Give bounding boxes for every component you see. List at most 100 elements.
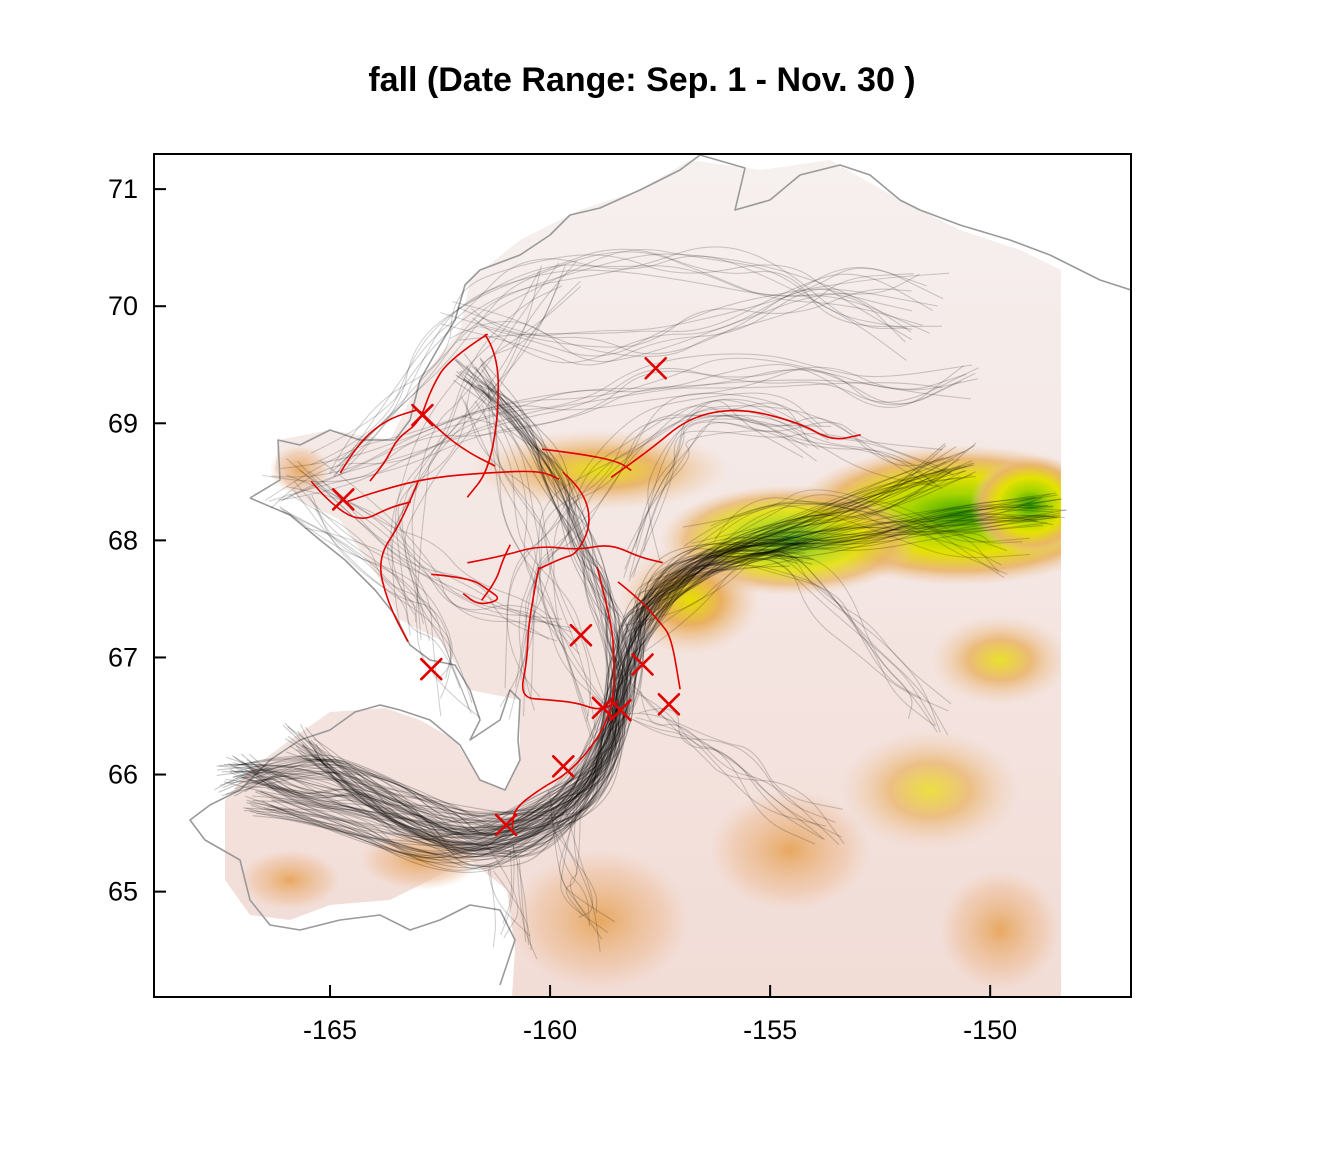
movement-track [626,678,845,845]
interior-hills-1 [840,730,1020,850]
movement-track [508,402,810,720]
movement-track [333,255,907,478]
movement-track [221,542,809,815]
movement-track [487,388,591,722]
movement-track [269,458,960,859]
movement-track [597,701,826,827]
interior-hills-4 [940,870,1060,990]
movement-track [635,716,826,841]
highlighted-track [511,567,615,829]
interior-hills-3 [510,850,690,990]
movement-track [632,405,933,578]
location-marker [551,755,575,778]
movement-track [639,690,816,845]
movement-track [223,532,814,823]
movement-track [492,870,532,951]
movement-track [241,513,1054,831]
movement-track [488,865,496,948]
movement-track [279,505,453,679]
location-marker [331,488,355,511]
movement-track [390,265,566,616]
movement-track [236,550,798,823]
movement-track [246,470,953,869]
movement-track [297,358,628,840]
movement-track [282,367,979,501]
movement-track [635,414,943,549]
movement-track [218,550,785,832]
south-hills [930,615,1061,705]
movement-track [286,486,573,633]
movement-track [219,541,801,824]
movement-track [560,789,609,934]
coastline [189,154,1131,986]
movement-track [401,285,563,641]
movement-track [280,367,976,502]
movement-track [337,253,912,463]
movement-track [245,554,786,824]
y-tick-label: 65 [108,877,138,907]
movement-track [312,371,622,841]
x-tick-label: -155 [743,1015,797,1045]
movement-track [284,358,622,850]
movement-track [307,365,626,853]
highlighted-track [379,480,420,643]
movement-track [244,543,807,836]
movement-track [391,285,582,630]
movement-track [314,508,452,679]
movement-track [550,801,616,923]
movement-track [440,288,912,348]
movement-track [237,545,813,817]
movement-track [696,494,1002,566]
movement-track [500,844,515,936]
location-marker [644,356,668,380]
highlighted-track [542,448,632,472]
movement-track [260,470,965,867]
movement-track [230,497,1036,845]
movement-track [623,415,952,579]
movement-track [520,392,829,681]
x-tick-label: -165 [303,1015,357,1045]
interior-hills-2 [710,790,870,910]
location-markers [331,356,681,837]
movement-track [245,471,976,864]
movement-track [234,549,813,830]
location-marker [631,653,654,676]
movement-track [644,550,941,733]
movement-track [288,493,461,689]
movement-track [256,456,944,858]
movement-track [648,548,938,733]
location-marker [494,813,518,837]
movement-track [561,796,593,919]
movement-track [225,544,816,813]
highlighted-track [310,480,412,520]
movement-track [638,708,824,840]
movement-track [270,467,949,857]
movement-track [271,366,967,478]
movement-track [308,470,579,647]
baird-mountains [620,545,760,655]
highlighted-track [537,471,590,570]
movement-track [514,398,829,688]
highlighted-tracks [310,333,861,829]
movement-track [214,544,799,836]
movement-track [460,395,611,708]
movement-track [628,399,955,578]
y-tick-label: 70 [108,291,138,321]
movement-track [308,495,470,710]
movement-track [233,565,791,837]
highlighted-track [521,567,620,710]
movement-track [244,446,957,855]
movement-track [232,552,806,835]
movement-track [461,415,609,709]
movement-track [565,804,583,916]
location-marker [411,403,434,427]
movement-track [487,869,531,937]
location-marker [609,698,632,722]
movement-track [328,254,912,474]
highlighted-track [466,333,500,498]
movement-track [302,379,617,853]
coastline-seward [189,704,516,986]
movement-track [451,273,920,363]
movement-track [687,500,1023,555]
